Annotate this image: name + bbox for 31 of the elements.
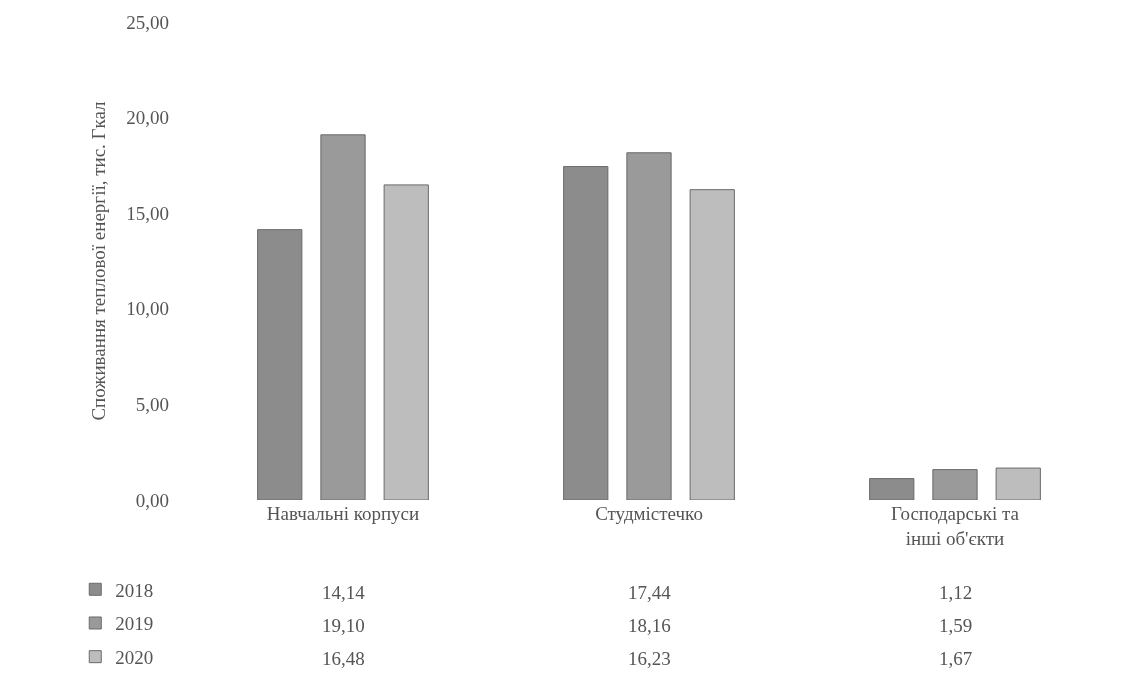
legend-label: 2019: [115, 613, 154, 635]
bar: [626, 152, 672, 500]
bar: [932, 469, 978, 500]
y-tick-label: 15,00: [126, 202, 169, 224]
y-tick-label: 20,00: [126, 107, 169, 129]
bar: [563, 166, 609, 500]
data-label: 1,12: [939, 582, 973, 603]
bar: [869, 478, 915, 500]
data-label: 18,16: [628, 615, 671, 636]
x-tick-label: Господарські та інші об'єкти: [891, 503, 1020, 549]
bar: [383, 184, 429, 500]
bar: [995, 467, 1041, 500]
data-label: 16,48: [322, 648, 365, 669]
data-label: 1,59: [939, 615, 973, 636]
legend-label: 2018: [115, 579, 154, 601]
data-label: 19,10: [322, 615, 365, 636]
y-tick-label: 5,00: [135, 394, 169, 416]
y-tick-label: 0,00: [135, 489, 169, 511]
y-tick-label: 25,00: [126, 11, 169, 33]
bar: [320, 134, 366, 500]
data-label: 14,14: [322, 582, 366, 603]
legend-label: 2020: [115, 647, 154, 669]
data-label: 16,23: [628, 648, 671, 669]
data-label: 17,44: [628, 582, 672, 603]
bar: [257, 229, 303, 500]
bar: [689, 189, 735, 500]
data-label: 1,67: [939, 648, 973, 669]
x-tick-label: Студмістечко: [595, 503, 703, 524]
y-tick-label: 10,00: [126, 298, 169, 320]
y-axis-title: Споживання теплової енергії, тис. Гкал: [88, 100, 110, 421]
x-tick-label: Навчальні корпуси: [266, 503, 420, 524]
